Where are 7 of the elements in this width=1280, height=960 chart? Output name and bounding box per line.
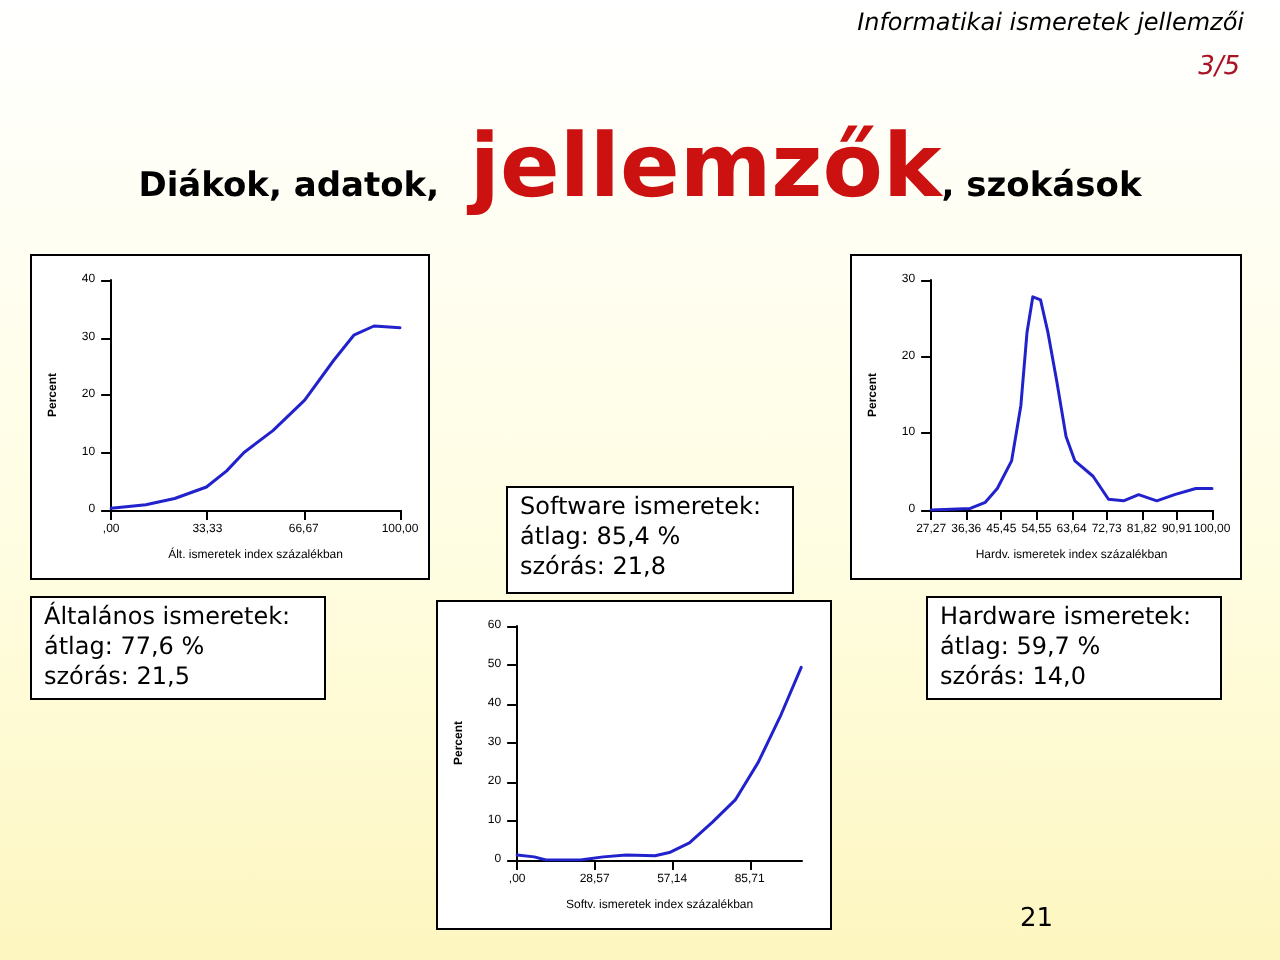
text: Diákok, adatok, jellemzők, szokások [138, 116, 1142, 218]
text: Informatikai ismeretek jellemzői [857, 8, 1244, 36]
text: Hardware ismeretek: átlag: 59,7 % szórás: 14,0 [926, 596, 1222, 700]
text: 21 [1020, 904, 1054, 934]
text: Software ismeretek: átlag: 85,4 % szórás: 21,8 [506, 486, 794, 594]
text: Általános ismeretek: átlag: 77,6 % szórás: 21,5 [30, 596, 326, 700]
text: 3/5 [1198, 52, 1240, 82]
